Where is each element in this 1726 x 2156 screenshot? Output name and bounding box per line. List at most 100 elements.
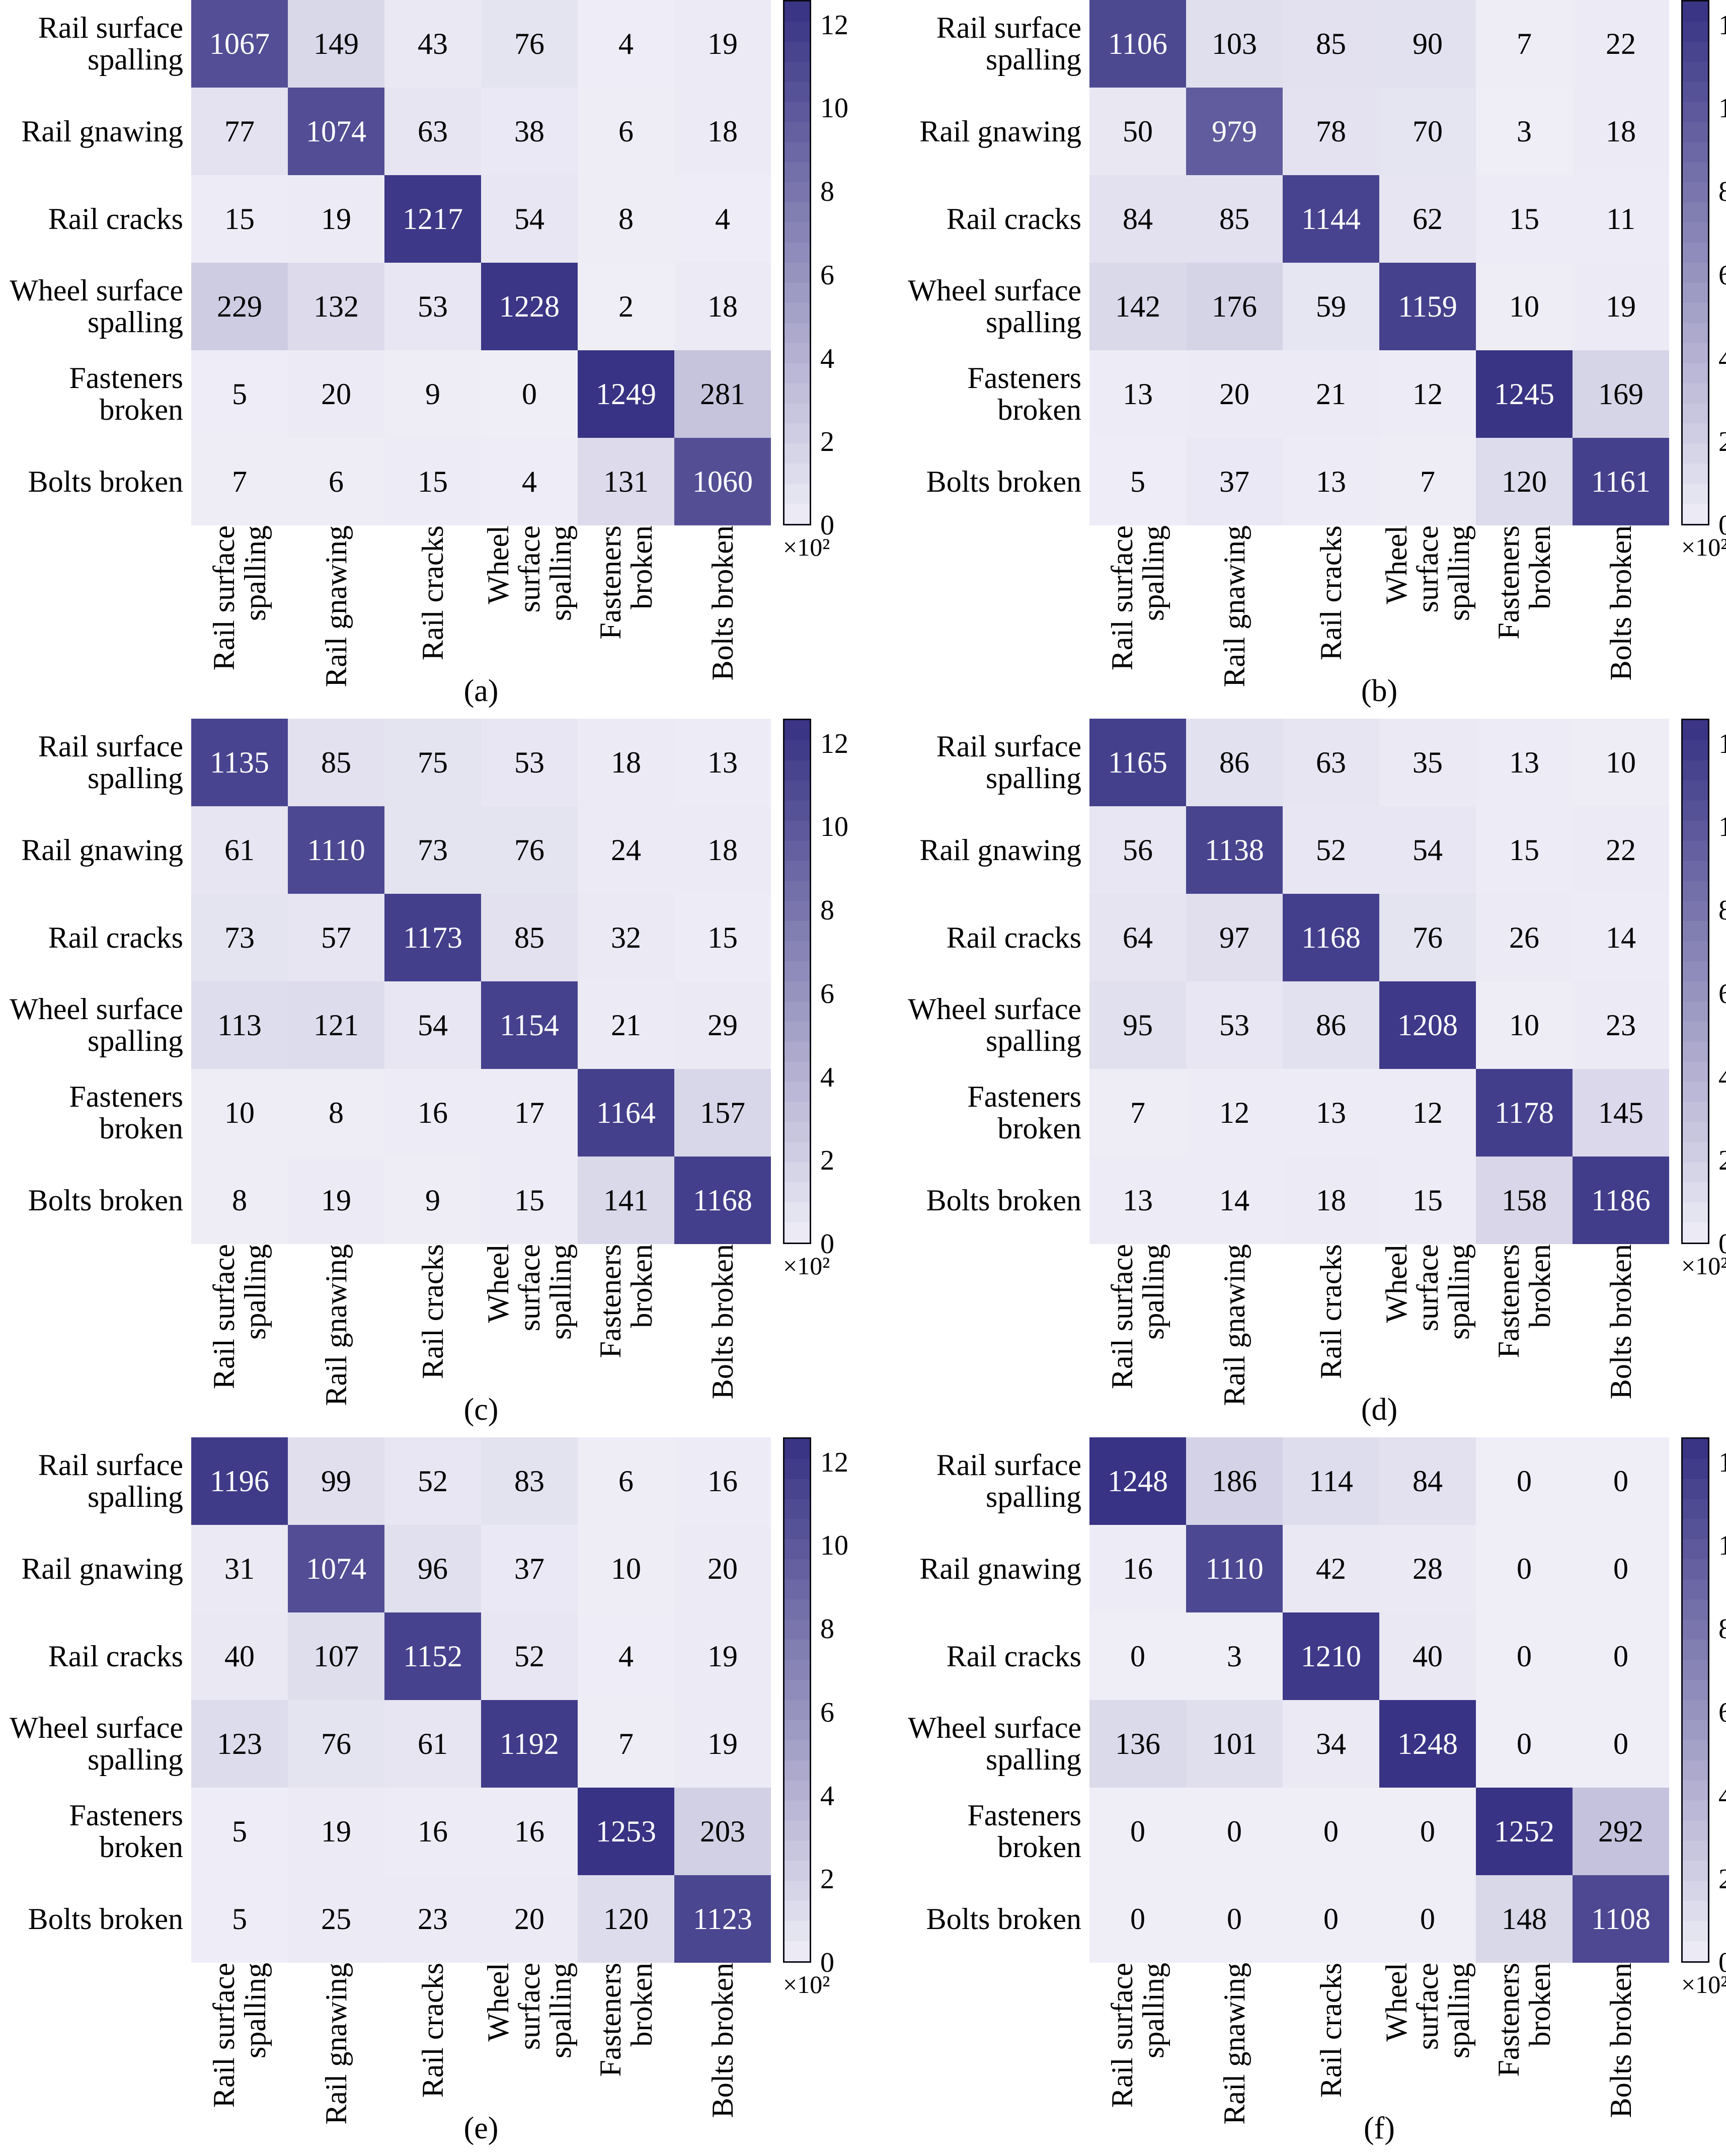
heatmap-cell: 86 [1283, 981, 1379, 1069]
heatmap-cell: 20 [1186, 350, 1283, 438]
row-label-line: broken [997, 393, 1081, 426]
x-label-slot: Wheel surface spalling [481, 1244, 578, 1415]
plot-area: Rail surface spalling Rail gnawing Rail cra… [0, 719, 863, 1280]
column-label: Rail surface spalling [191, 1244, 288, 1415]
colorbar-tick-label: 12 [820, 1446, 848, 1478]
row-label-line: Bolts broken [28, 465, 183, 498]
row-label-line: Wheel surface [908, 274, 1081, 307]
heatmap-cell: 43 [384, 0, 481, 88]
colorbar-tick-label: 12 [1718, 9, 1726, 41]
colorbar-area: 12 10 8 6 4 2 0×10² [783, 719, 894, 1280]
heatmap-cell: 19 [674, 1612, 771, 1700]
x-label-slot: Wheel surface spalling [1379, 1963, 1476, 2134]
heatmap-cell: 70 [1379, 88, 1476, 175]
column-label-line: Fasteners [594, 1963, 627, 2077]
heatmap-cell: 76 [481, 806, 578, 894]
row-label-line: spalling [986, 1480, 1081, 1513]
heatmap-cell: 18 [1283, 1157, 1379, 1244]
colorbar-tick-label: 10 [1718, 811, 1726, 843]
heatmap-cell: 16 [1089, 1525, 1186, 1612]
x-label-slot: Fasteners broken [578, 525, 674, 697]
heatmap-cell: 0 [1089, 1875, 1186, 1963]
heatmap-cell: 0 [1573, 1700, 1669, 1788]
heatmap-cell: 15 [1476, 175, 1573, 263]
colorbar-tick-label: 8 [1718, 1613, 1726, 1645]
heatmap-cell: 13 [1089, 350, 1186, 438]
colorbar-tick-label: 2 [1718, 1145, 1726, 1177]
heatmap-cell: 1192 [481, 1700, 578, 1788]
column-label-line: Rail cracks [1314, 1244, 1348, 1379]
y-axis-labels: Rail surface spalling Rail gnawing Rail cra… [0, 1437, 191, 1963]
colorbar-area: 12 10 8 6 4 2 0×10² [1681, 1437, 1726, 1998]
heatmap-cell: 85 [481, 894, 578, 981]
confusion-matrix-panel-f: Rail surface spalling Rail gnawing Rail cra… [863, 1437, 1726, 2156]
heatmap-cell: 63 [384, 88, 481, 175]
heatmap-cell: 32 [578, 894, 674, 981]
column-label-line: spalling [1442, 525, 1475, 621]
colorbar-tick-label: 6 [820, 1697, 834, 1728]
colorbar-tick-label: 12 [1718, 728, 1726, 759]
row-label: Rail cracks [0, 894, 191, 981]
column-label-line: surface [513, 1963, 546, 2050]
heatmap-cell: 3 [1186, 1612, 1283, 1700]
column-label-line: Rail cracks [1314, 525, 1348, 661]
column-label-line: surface [1411, 1244, 1444, 1332]
heatmap-cell: 1165 [1089, 719, 1186, 806]
heatmap-cell: 5 [191, 1875, 288, 1963]
row-label: Wheel surface spalling [0, 981, 191, 1069]
heatmap-cell: 1168 [674, 1157, 771, 1244]
y-axis-labels: Rail surface spalling Rail gnawing Rail cra… [895, 1437, 1089, 1963]
x-axis-labels: Rail surface spalling Rail gnawing Rail cra… [1089, 1963, 1669, 2134]
x-label-slot: Rail surface spalling [1089, 1963, 1186, 2134]
colorbar [783, 1437, 811, 1963]
heatmap-cell: 1253 [578, 1788, 674, 1875]
heatmap-cell: 113 [191, 981, 288, 1069]
heatmap-cell: 20 [481, 1875, 578, 1963]
row-label-line: spalling [88, 43, 183, 76]
row-label-line: broken [99, 393, 183, 426]
heatmap-cell: 1228 [481, 263, 578, 350]
row-label-line: Wheel surface [10, 992, 183, 1026]
heatmap-cell: 84 [1379, 1437, 1476, 1525]
colorbar-tick-label: 4 [1718, 1780, 1726, 1812]
column-label: Rail surface spalling [1089, 1963, 1186, 2134]
heatmap-cell: 16 [481, 1788, 578, 1875]
heatmap-cell: 62 [1379, 175, 1476, 263]
row-label: Rail gnawing [895, 1525, 1089, 1612]
row-label-line: Wheel surface [908, 992, 1081, 1026]
row-label-line: Rail gnawing [919, 1552, 1081, 1585]
column-label: Rail surface spalling [191, 1963, 288, 2134]
column-label: Rail surface spalling [191, 525, 288, 697]
heatmap-cell: 0 [1186, 1788, 1283, 1875]
heatmap-grid: 1165 86 63 35 13 10 56 1138 52 54 15 22 64 97 1168 76 26… [1089, 719, 1669, 1244]
heatmap-cell: 42 [1283, 1525, 1379, 1612]
column-label: Rail gnawing [1186, 1244, 1283, 1415]
heatmap-cell: 34 [1283, 1700, 1379, 1788]
column-label-line: spalling [239, 1244, 272, 1340]
heatmap-cell: 5 [1089, 438, 1186, 525]
heatmap-cell: 83 [481, 1437, 578, 1525]
y-axis-labels: Rail surface spalling Rail gnawing Rail cra… [0, 719, 191, 1244]
confusion-matrix-panel-c: Rail surface spalling Rail gnawing Rail cra… [0, 719, 863, 1437]
column-label: Rail cracks [1283, 1963, 1379, 2134]
x-label-slot: Rail cracks [1283, 1963, 1379, 2134]
heatmap-cell: 24 [578, 806, 674, 894]
row-label: Rail gnawing [0, 806, 191, 894]
heatmap-cell: 1249 [578, 350, 674, 438]
confusion-matrix-panel-e: Rail surface spalling Rail gnawing Rail cra… [0, 1437, 863, 2156]
colorbar-tick-label: 6 [1718, 1697, 1726, 1728]
row-label-line: spalling [986, 761, 1081, 795]
column-label: Rail surface spalling [1089, 1244, 1186, 1415]
plot-area: Rail surface spalling Rail gnawing Rail cra… [0, 0, 863, 561]
heatmap-cell: 1210 [1283, 1612, 1379, 1700]
row-label: Rail cracks [0, 175, 191, 263]
heatmap-cell: 28 [1379, 1525, 1476, 1612]
x-label-slot: Fasteners broken [1476, 525, 1573, 697]
plot-area: Rail surface spalling Rail gnawing Rail cra… [895, 0, 1726, 561]
row-label: Fasteners broken [0, 1788, 191, 1875]
heatmap-cell: 19 [1573, 263, 1669, 350]
row-label-line: Wheel surface [10, 274, 183, 307]
heatmap-cell: 4 [674, 175, 771, 263]
heatmap-cell: 1161 [1573, 438, 1669, 525]
column-label: Wheel surface spalling [1379, 1963, 1476, 2134]
